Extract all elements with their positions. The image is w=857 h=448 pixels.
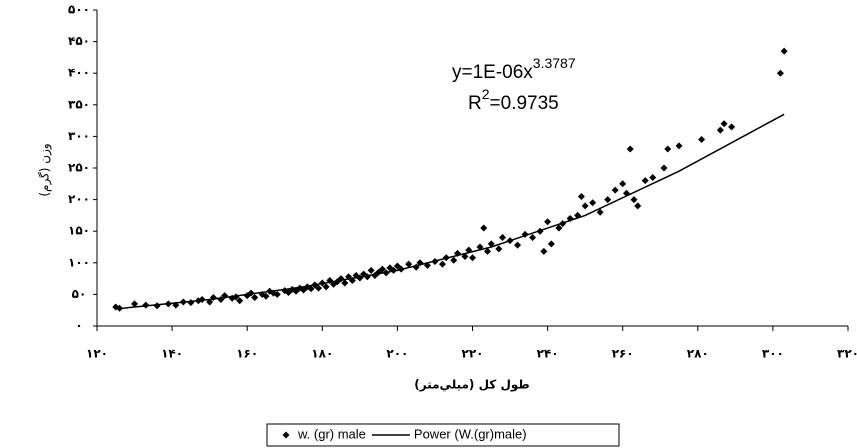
y-tick-label: ۴۵۰ xyxy=(68,34,90,48)
point xyxy=(469,254,476,262)
point xyxy=(131,300,139,308)
point xyxy=(641,177,649,185)
point xyxy=(461,252,469,260)
equation-exponent: 3.3787 xyxy=(533,55,576,71)
point xyxy=(273,290,281,298)
point xyxy=(547,240,555,248)
point xyxy=(720,120,728,128)
point xyxy=(589,199,597,207)
x-tick-label: ۲۰۰ xyxy=(386,347,408,361)
point xyxy=(619,180,627,188)
x-tick-label: ۱۴۰ xyxy=(161,347,183,361)
y-tick-label: ۱۵۰ xyxy=(68,224,90,238)
point xyxy=(514,241,522,249)
point xyxy=(698,136,706,144)
point xyxy=(626,145,634,153)
r-value: =0.9735 xyxy=(490,93,559,114)
point xyxy=(581,202,589,210)
point xyxy=(236,297,244,305)
point xyxy=(251,294,259,302)
y-tick-label: ۵۰ xyxy=(72,287,87,301)
x-tick-label: ۱۸۰ xyxy=(311,347,333,361)
y-tick-label: ۵۰۰ xyxy=(68,3,90,17)
point xyxy=(634,202,642,210)
point xyxy=(198,295,206,303)
point xyxy=(142,301,150,309)
point xyxy=(540,247,548,255)
x-tick-label: ۱۶۰ xyxy=(236,347,258,361)
y-tick-label: ۲۵۰ xyxy=(68,161,90,175)
equation-text: y=1E-06x xyxy=(452,62,533,83)
x-tick-label: ۲۸۰ xyxy=(687,347,709,361)
x-tick-label: ۱۲۰ xyxy=(86,347,108,361)
trend-line xyxy=(115,113,785,310)
point xyxy=(487,240,495,248)
legend-label: Power (W.(gr)male) xyxy=(414,426,527,441)
point xyxy=(728,123,736,131)
point xyxy=(630,196,638,204)
point xyxy=(660,164,668,172)
y-tick-label: ۲۰۰ xyxy=(68,192,90,206)
point xyxy=(438,260,446,268)
point xyxy=(495,245,503,253)
y-axis-title: وزن (گرم) xyxy=(38,143,53,196)
point xyxy=(484,247,492,255)
point xyxy=(341,279,349,287)
x-tick-label: ۳۰۰ xyxy=(762,347,784,361)
x-axis-title: طول كل (ميلي‌متر) xyxy=(414,378,529,393)
point xyxy=(649,173,657,181)
y-tick-label: ۳۵۰ xyxy=(68,97,90,111)
point xyxy=(664,145,672,153)
point xyxy=(716,126,724,134)
r-exponent: 2 xyxy=(482,86,490,102)
point xyxy=(499,234,507,242)
legend-marker xyxy=(282,431,290,439)
point xyxy=(480,224,488,232)
point xyxy=(315,284,323,292)
point xyxy=(262,292,270,300)
point xyxy=(675,142,683,150)
y-tick-label: ۳۰۰ xyxy=(68,129,90,143)
point xyxy=(544,218,552,226)
legend-box xyxy=(266,423,620,447)
y-tick-label: ۴۰۰ xyxy=(68,66,90,80)
point xyxy=(611,186,619,194)
r-text: R xyxy=(468,93,482,114)
y-tick-label: ۱۰۰ xyxy=(68,255,90,269)
point xyxy=(307,285,315,293)
equation: y=1E-06x3.3787 xyxy=(452,55,576,83)
point xyxy=(604,196,612,204)
y-tick-label: ۰ xyxy=(75,319,82,333)
x-tick-label: ۳۲۰ xyxy=(837,347,857,361)
point xyxy=(596,208,604,216)
x-tick-label: ۲۴۰ xyxy=(537,347,559,361)
point xyxy=(153,302,161,310)
x-tick-label: ۲۲۰ xyxy=(462,347,484,361)
point xyxy=(577,192,585,200)
r-squared: R2=0.9735 xyxy=(468,86,559,114)
point xyxy=(378,265,386,273)
point xyxy=(367,266,375,274)
point xyxy=(776,69,784,77)
point xyxy=(555,224,563,232)
point xyxy=(529,234,537,242)
point xyxy=(187,299,195,307)
point xyxy=(322,283,330,291)
x-tick-label: ۲۶۰ xyxy=(612,347,634,361)
legend-label: w. (gr) male xyxy=(297,426,366,441)
point xyxy=(450,256,458,264)
point xyxy=(780,47,788,55)
point xyxy=(405,260,413,268)
